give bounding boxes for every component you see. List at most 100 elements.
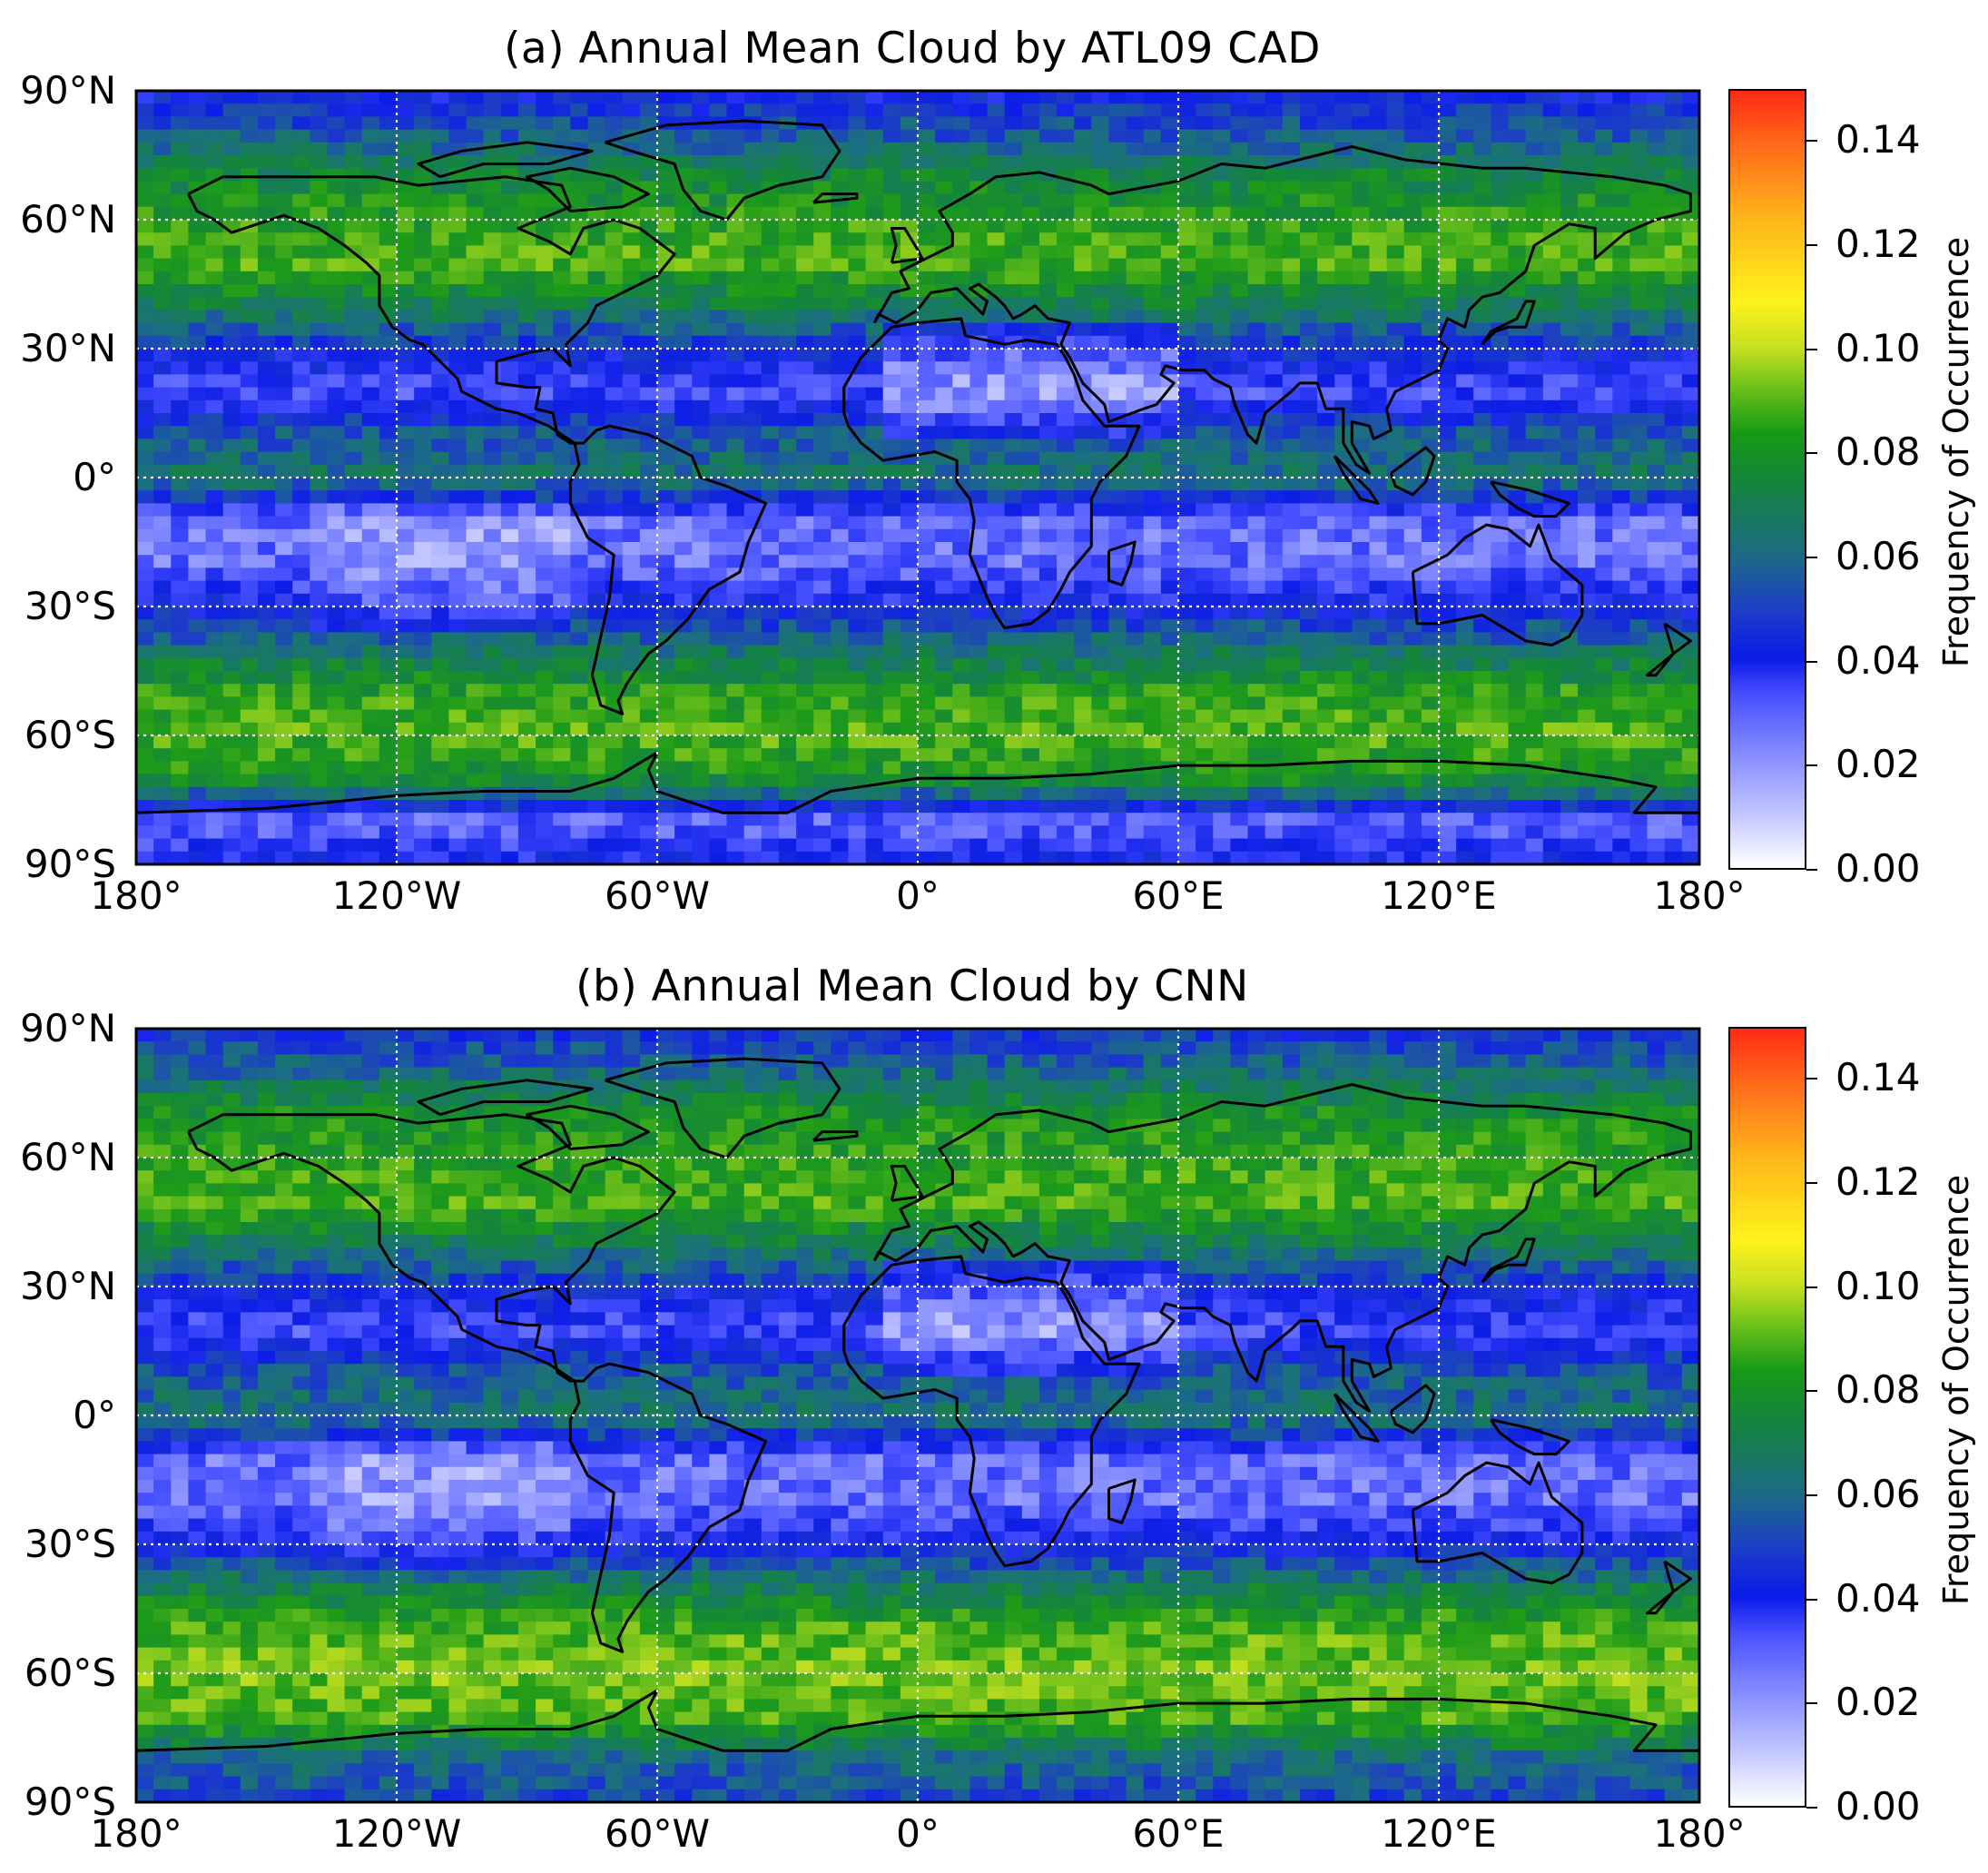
heatmap-cell <box>1057 555 1075 568</box>
heatmap-cell <box>1247 542 1266 556</box>
heatmap-cell <box>553 567 571 582</box>
heatmap-cell <box>153 284 172 298</box>
heatmap-cell <box>275 322 293 337</box>
heatmap-cell <box>987 399 1006 414</box>
heatmap-cell <box>709 439 728 453</box>
heatmap-cell <box>1108 632 1127 646</box>
heatmap-cell <box>639 632 658 646</box>
heatmap-cell <box>709 722 728 736</box>
heatmap-cell <box>1473 722 1491 736</box>
heatmap-cell <box>483 684 502 697</box>
heatmap-cell <box>257 413 276 427</box>
heatmap-cell <box>674 220 693 233</box>
heatmap-cell <box>1282 786 1301 801</box>
heatmap-cell <box>517 580 536 595</box>
heatmap-cell <box>1213 181 1231 195</box>
heatmap-cell <box>1196 387 1214 401</box>
heatmap-cell <box>1647 645 1666 659</box>
heatmap-cell <box>657 696 675 711</box>
heatmap-cell <box>1091 451 1110 466</box>
heatmap-cell <box>275 709 293 724</box>
heatmap-cell <box>414 232 432 246</box>
heatmap-cell <box>657 567 675 582</box>
heatmap-cell <box>1403 593 1422 607</box>
heatmap-cell <box>553 722 571 736</box>
heatmap-cell <box>205 193 224 208</box>
heatmap-cell <box>1542 555 1561 568</box>
heatmap-cell <box>188 671 207 685</box>
heatmap-cell <box>1074 671 1092 685</box>
heatmap-cell <box>1473 413 1491 427</box>
heatmap-cell <box>1126 516 1145 530</box>
heatmap-cell <box>1578 735 1596 749</box>
heatmap-cell <box>344 709 363 724</box>
heatmap-cell <box>517 684 536 697</box>
heatmap-cell <box>882 426 901 439</box>
heatmap-cell <box>153 709 172 724</box>
heatmap-cell <box>1196 271 1214 285</box>
heatmap-cell <box>1057 426 1075 439</box>
heatmap-cell <box>1265 528 1284 543</box>
heatmap-cell <box>153 645 172 659</box>
heatmap-cell <box>1160 555 1179 568</box>
heatmap-cell <box>1178 696 1196 711</box>
heatmap-cell <box>466 206 485 221</box>
heatmap-cell <box>1647 606 1666 620</box>
heatmap-cell <box>778 555 797 568</box>
heatmap-cell <box>1196 439 1214 453</box>
panel-a: (a) Annual Mean Cloud by ATL09 CAD 90°N … <box>0 0 1988 935</box>
heatmap-cell <box>1612 761 1631 775</box>
heatmap-cell <box>1386 516 1405 530</box>
heatmap-cell <box>257 722 276 736</box>
heatmap-cell <box>1143 439 1162 453</box>
heatmap-cell <box>969 632 989 646</box>
heatmap-cell <box>171 322 189 337</box>
heatmap-cell <box>361 193 380 208</box>
heatmap-cell <box>1525 426 1544 439</box>
heatmap-cell <box>1334 104 1353 117</box>
heatmap-cell <box>292 761 310 775</box>
heatmap-cell <box>257 555 276 568</box>
heatmap-cell <box>674 271 693 285</box>
heatmap-cell <box>952 748 970 762</box>
heatmap-cell <box>379 387 398 401</box>
heatmap-cell <box>657 129 675 143</box>
heatmap-cell <box>831 361 850 375</box>
heatmap-cell <box>1664 722 1683 736</box>
heatmap-cell <box>292 619 310 633</box>
heatmap-cell <box>361 116 380 131</box>
heatmap-cell <box>1542 451 1561 466</box>
heatmap-cell <box>1560 322 1579 337</box>
heatmap-cell <box>397 322 415 337</box>
heatmap-cell <box>1230 580 1249 595</box>
heatmap-cell <box>796 245 814 260</box>
heatmap-cell <box>483 748 502 762</box>
heatmap-cell <box>275 349 293 362</box>
heatmap-cell <box>1074 310 1092 324</box>
heatmap-cell <box>1299 542 1318 556</box>
heatmap-cell <box>1282 91 1301 104</box>
heatmap-cell <box>918 155 936 169</box>
heatmap-cell <box>882 722 901 736</box>
heatmap-cell <box>674 142 693 156</box>
heatmap-cell <box>553 786 571 801</box>
heatmap-cell <box>657 671 675 685</box>
heatmap-cell <box>1491 671 1510 685</box>
heatmap-cell <box>1196 580 1214 595</box>
heatmap-cell <box>743 451 763 466</box>
heatmap-cell <box>1439 645 1457 659</box>
heatmap-cell <box>778 464 797 478</box>
heatmap-cell <box>1386 310 1405 324</box>
heatmap-cell <box>1282 206 1301 221</box>
heatmap-cell <box>882 271 901 285</box>
heatmap-cell <box>1456 722 1474 736</box>
heatmap-cell <box>1473 387 1491 401</box>
heatmap-cell <box>1542 374 1561 389</box>
heatmap-cell <box>205 722 224 736</box>
heatmap-cell <box>918 567 936 582</box>
heatmap-cell <box>1091 786 1110 801</box>
heatmap-cell <box>205 220 224 233</box>
heatmap-cell <box>1456 451 1474 466</box>
heatmap-cell <box>1386 593 1405 607</box>
heatmap-cell <box>1143 245 1162 260</box>
